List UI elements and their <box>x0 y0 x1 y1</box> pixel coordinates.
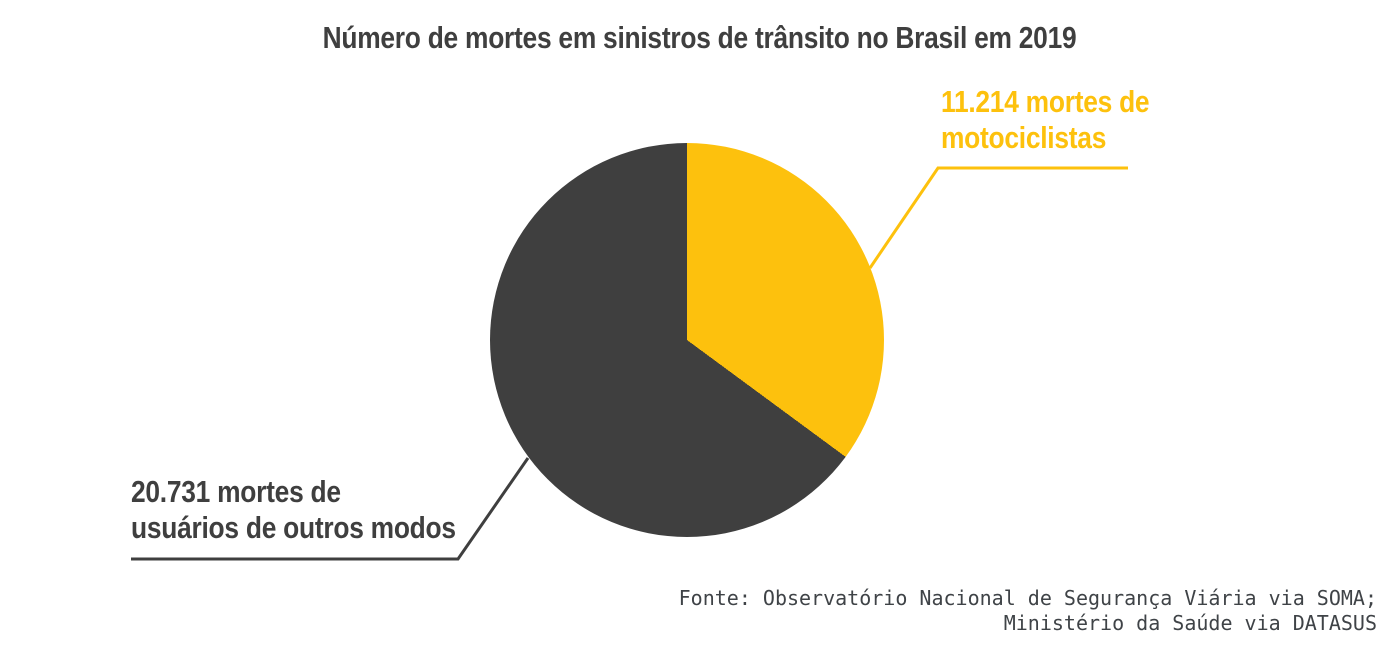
pie-chart <box>490 143 884 537</box>
source-line-2: Ministério da Saúde via DATASUS <box>1003 611 1377 635</box>
callout-line-motociclistas <box>868 166 1128 269</box>
chart-title: Número de mortes em sinistros de trânsit… <box>322 20 1077 55</box>
source-line-1: Fonte: Observatório Nacional de Seguranç… <box>678 586 1377 610</box>
source-text: Fonte: Observatório Nacional de Seguranç… <box>679 586 1377 636</box>
slice-label-motociclistas: 11.214 mortes de motociclistas <box>941 84 1150 155</box>
slice-label-outros-modos: 20.731 mortes de usuários de outros modo… <box>131 474 456 545</box>
